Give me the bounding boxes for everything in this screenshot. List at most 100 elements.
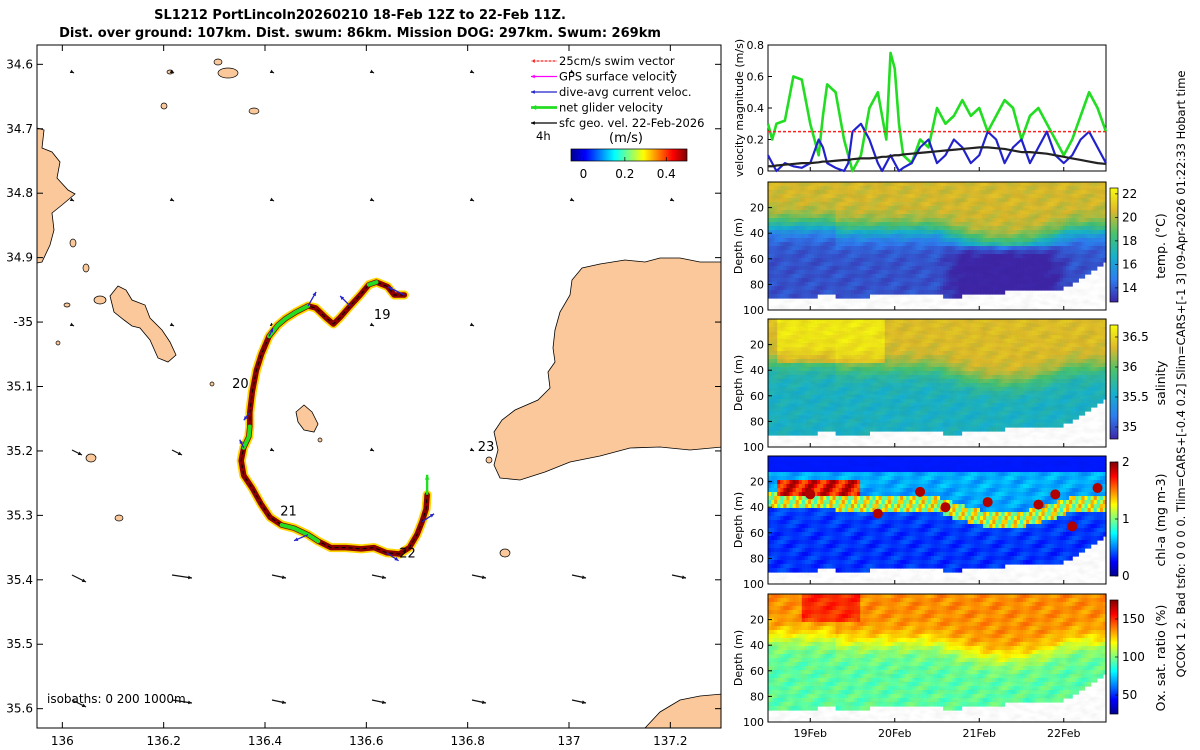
glider-track bbox=[236, 277, 435, 562]
track-slow-segment bbox=[279, 523, 321, 544]
dive-avg-current-arrow bbox=[268, 327, 274, 337]
profile-texture bbox=[768, 182, 1106, 310]
velocity-y-tick-label: 0.6 bbox=[747, 71, 765, 84]
geo-arrow bbox=[469, 322, 475, 327]
land-island-2 bbox=[295, 404, 319, 433]
dive-avg-current-arrow-head bbox=[388, 287, 393, 291]
geo-arrow-head bbox=[669, 197, 674, 201]
geo-arrow bbox=[371, 699, 387, 704]
x-tick-label: 136.6 bbox=[349, 734, 383, 748]
legend-label: sfc geo. vel. 22-Feb-2026 bbox=[559, 116, 705, 130]
geo-arrow bbox=[471, 574, 487, 579]
day-label: 21 bbox=[280, 504, 297, 519]
legend-extra-4h: 4h bbox=[536, 129, 551, 143]
geo-arrow bbox=[471, 699, 487, 704]
geo-arrow-head bbox=[69, 322, 74, 326]
geo-arrow-head bbox=[469, 447, 474, 451]
geo-arrow bbox=[669, 197, 675, 202]
y-tick-label: 34.9 bbox=[6, 251, 33, 265]
geo-arrow bbox=[269, 197, 275, 202]
geo-arrow-head bbox=[81, 578, 86, 582]
profile-y-tick-label: 60 bbox=[750, 253, 764, 266]
geo-arrow-head bbox=[369, 197, 374, 201]
net-glider-velocity-arrow bbox=[424, 474, 430, 495]
geo-arrow-head bbox=[169, 197, 174, 201]
geo-arrow bbox=[269, 447, 275, 452]
geo-arrow bbox=[169, 69, 175, 74]
geo-arrow-head bbox=[169, 69, 174, 73]
geo-arrow-head bbox=[269, 197, 274, 201]
profile-colorbar-label: 22 bbox=[1122, 187, 1137, 201]
dive-avg-current-arrow bbox=[421, 513, 435, 523]
legend-swatch bbox=[531, 74, 557, 79]
map-land-group bbox=[37, 58, 721, 728]
speed-colorbar: (m/s) 0 0.2 0.4 bbox=[570, 131, 688, 181]
y-tick-label: 35.1 bbox=[6, 380, 33, 394]
geo-arrow-head bbox=[469, 69, 474, 73]
geo-arrow bbox=[369, 322, 375, 327]
geo-arrow-head bbox=[269, 69, 274, 73]
geo-arrow-head bbox=[169, 322, 174, 326]
x-tick-label: 137.2 bbox=[653, 734, 687, 748]
legend-swatch-head bbox=[531, 121, 535, 125]
x-tick-label: 136.2 bbox=[146, 734, 180, 748]
legend-label: dive-avg current veloc. bbox=[559, 85, 692, 99]
legend-label: GPS surface velocity bbox=[559, 70, 677, 84]
dive-avg-current-arrow-head bbox=[294, 537, 299, 541]
geo-arrow-head bbox=[469, 197, 474, 201]
geo-arrow-head bbox=[481, 575, 486, 579]
dive-avg-current-arrow bbox=[307, 291, 317, 307]
colorbar-label: (m/s) bbox=[609, 131, 643, 146]
geo-arrow bbox=[671, 574, 687, 579]
dive-avg-current-arrow-head bbox=[394, 557, 399, 561]
y-tick-label: 34.7 bbox=[6, 122, 33, 136]
y-tick-label: 35.2 bbox=[6, 444, 33, 458]
dive-avg-current-arrow bbox=[243, 411, 251, 421]
geo-arrow bbox=[469, 69, 475, 74]
geo-arrow bbox=[71, 574, 87, 583]
profile-y-label: Depth (m) bbox=[732, 218, 745, 274]
geo-arrow bbox=[171, 449, 183, 456]
geo-arrow bbox=[369, 447, 375, 452]
velocity-series-line bbox=[767, 122, 1107, 173]
x-tick-label: 136 bbox=[51, 734, 74, 748]
profile-colorbar-label: 14 bbox=[1122, 281, 1137, 295]
geo-arrow bbox=[69, 69, 75, 74]
colorbar-tick-label: 0 bbox=[580, 167, 588, 181]
dive-avg-current-arrow-head bbox=[243, 416, 248, 421]
profile-y-tick-label: 100 bbox=[743, 304, 764, 317]
y-tick-label: 35.5 bbox=[6, 637, 33, 651]
legend-swatch-head bbox=[531, 90, 535, 94]
profile-variable-label: temp. (°C) bbox=[1153, 213, 1168, 278]
geo-arrow-head bbox=[81, 703, 86, 707]
geo-arrow bbox=[669, 69, 675, 74]
profile-colorbar-label: 16 bbox=[1122, 257, 1137, 271]
geo-arrow-head bbox=[369, 322, 374, 326]
geo-arrow-head bbox=[369, 447, 374, 451]
geo-arrow bbox=[69, 197, 75, 202]
geo-arrow-head bbox=[281, 700, 286, 704]
day-label: 19 bbox=[374, 308, 391, 323]
geo-arrow bbox=[269, 69, 275, 74]
geo-arrow bbox=[271, 699, 287, 704]
track-slow-segment bbox=[241, 424, 252, 450]
track-centerline bbox=[240, 281, 428, 555]
land-east-peninsula bbox=[493, 257, 721, 481]
chart-title-line2: Dist. over ground: 107km. Dist. swum: 86… bbox=[59, 26, 661, 41]
profile-colorbar-label: 20 bbox=[1122, 210, 1137, 224]
geo-arrow bbox=[71, 699, 87, 708]
dive-avg-current-arrow bbox=[339, 295, 351, 307]
map-legend: 4h 25cm/s swim vector GPS surface velocit… bbox=[531, 54, 705, 143]
legend-swatch bbox=[531, 90, 557, 94]
track-slow-segment bbox=[366, 280, 379, 287]
geo-arrow-head bbox=[269, 447, 274, 451]
legend-label: 25cm/s swim vector bbox=[559, 54, 675, 68]
geo-arrow bbox=[469, 447, 475, 452]
geo-arrow-head bbox=[69, 69, 74, 73]
geo-arrow-head bbox=[569, 69, 574, 73]
colorbar-tick-label: 0.4 bbox=[657, 167, 676, 181]
geo-arrow-head bbox=[669, 69, 674, 73]
